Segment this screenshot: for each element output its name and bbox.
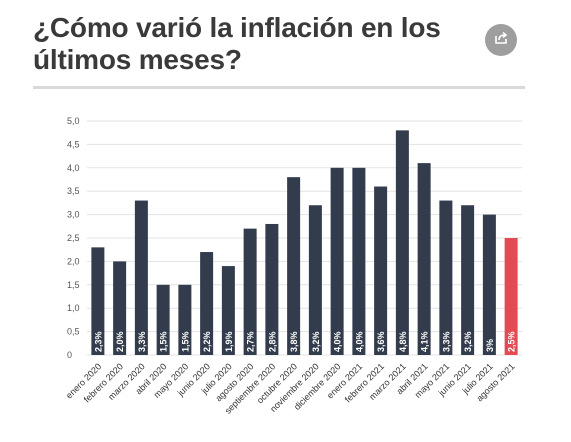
y-tick-label: 1,5 (67, 280, 80, 290)
data-label: 1,5% (159, 331, 169, 352)
bar (91, 247, 105, 355)
y-tick-label: 0 (67, 350, 72, 360)
bar (504, 238, 518, 355)
bar (178, 284, 192, 355)
data-label: 2,7% (246, 331, 256, 352)
y-tick-label: 3,0 (67, 210, 80, 220)
bar (417, 163, 431, 355)
y-tick-label: 1,0 (67, 303, 80, 313)
title-divider (33, 86, 525, 89)
data-label: 3,3% (137, 331, 147, 352)
bar (352, 167, 366, 355)
data-label: 1,9% (224, 331, 234, 352)
bar (221, 266, 235, 355)
bar (439, 200, 453, 355)
y-tick-label: 5,0 (67, 116, 80, 126)
bar (113, 261, 127, 355)
data-label: 2,8% (267, 331, 277, 352)
bar (308, 205, 322, 355)
data-label: 3,6% (376, 331, 386, 352)
data-label: 3,8% (289, 331, 299, 352)
bar (395, 130, 409, 355)
y-tick-label: 3,5 (67, 186, 80, 196)
bar (134, 200, 148, 355)
bar (265, 223, 279, 355)
data-label: 3% (485, 339, 495, 352)
data-label: 3,2% (311, 331, 321, 352)
bar (287, 177, 301, 355)
data-label: 3,2% (463, 331, 473, 352)
bar (330, 167, 344, 355)
y-tick-label: 2,5 (67, 233, 80, 243)
bar (243, 228, 257, 355)
bar (200, 252, 214, 355)
data-label: 1,5% (180, 331, 190, 352)
y-tick-label: 0,5 (67, 327, 80, 337)
y-tick-label: 4,0 (67, 163, 80, 173)
data-label: 2,2% (202, 331, 212, 352)
page-title: ¿Cómo varió la inflación en los últimos … (33, 12, 441, 75)
bar (461, 205, 475, 355)
data-label: 2,5% (507, 331, 517, 352)
data-label: 2,3% (93, 331, 103, 352)
data-label: 4,1% (420, 331, 430, 352)
data-label: 4,0% (354, 331, 364, 352)
share-button[interactable] (485, 24, 517, 56)
y-tick-label: 2,0 (67, 256, 80, 266)
bar (374, 186, 388, 355)
y-tick-label: 4,5 (67, 139, 80, 149)
bar (156, 284, 170, 355)
data-label: 4,0% (333, 331, 343, 352)
data-label: 3,3% (441, 331, 451, 352)
bar (482, 214, 496, 355)
data-label: 2,0% (115, 331, 125, 352)
data-label: 4,8% (398, 331, 408, 352)
share-icon (493, 30, 509, 51)
